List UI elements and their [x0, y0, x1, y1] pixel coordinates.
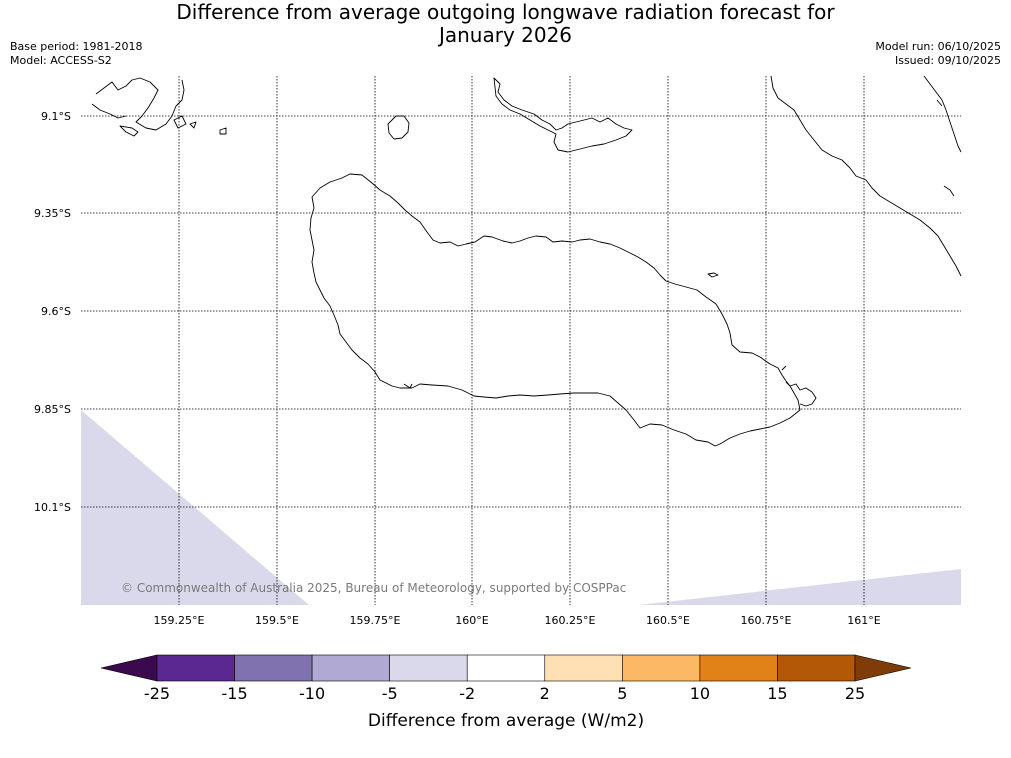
colorbar-under-arrow [100, 654, 158, 682]
coastline-malaita [770, 75, 962, 277]
model-run: Model run: 06/10/2025 [875, 40, 1001, 53]
map-title: Difference from average outgoing longwav… [0, 1, 1011, 47]
meta-right: Model run: 06/10/2025 Issued: 09/10/2025 [875, 40, 1001, 68]
colorbar-tick-label: -2 [459, 684, 475, 703]
colorbar-segment [389, 654, 468, 682]
lon-label-5: 160.25°E [545, 614, 596, 627]
longitude-labels: 159.25°E 159.5°E 159.75°E 160°E 160.25°E… [154, 614, 881, 627]
lon-label-7: 160.75°E [741, 614, 792, 627]
coastline-savo [387, 115, 410, 140]
lon-label-1: 159.25°E [154, 614, 205, 627]
map-area[interactable]: © Commonwealth of Australia 2025, Bureau… [81, 75, 962, 605]
colorbar-ticks: -25 -15 -10 -5 -2 2 5 10 15 25 [144, 684, 865, 703]
copyright-notice: © Commonwealth of Australia 2025, Bureau… [121, 581, 626, 595]
coastline-east-detail [781, 365, 817, 407]
colorbar-title: Difference from average (W/m2) [368, 711, 644, 731]
colorbar-segment [544, 654, 623, 682]
lon-label-8: 161°E [847, 614, 880, 627]
meta-left: Base period: 1981-2018 Model: ACCESS-S2 [10, 40, 142, 68]
issued-date: Issued: 09/10/2025 [894, 54, 1001, 67]
colorbar-tick-label: 5 [617, 684, 627, 703]
colorbar-tick-label: -25 [144, 684, 170, 703]
colorbar-tick-label: 15 [767, 684, 787, 703]
lon-label-3: 159.75°E [350, 614, 401, 627]
gridlines [81, 76, 961, 605]
title-line-1: Difference from average outgoing longwav… [176, 0, 835, 24]
colorbar-tick-label: 2 [540, 684, 550, 703]
coastlines [91, 75, 962, 447]
coastline-islet [707, 272, 719, 278]
colorbar-segment [466, 654, 546, 682]
model-name: Model: ACCESS-S2 [10, 54, 112, 67]
colorbar: -25 -15 -10 -5 -2 2 5 10 15 25 Difference from av… [100, 654, 912, 731]
lon-label-4: 160°E [455, 614, 488, 627]
title-line-2: January 2026 [438, 23, 573, 47]
lon-label-6: 160.5°E [646, 614, 690, 627]
anomaly-region-west [81, 410, 309, 605]
lat-label-1: 9.1°S [41, 110, 71, 123]
colorbar-segment [622, 654, 701, 682]
colorbar-segment [156, 654, 235, 682]
colorbar-over-arrow [854, 654, 912, 682]
lon-label-2: 159.5°E [255, 614, 299, 627]
coastline-guadalcanal [309, 173, 801, 447]
colorbar-segments [156, 654, 856, 682]
colorbar-tick-label: 10 [690, 684, 710, 703]
latitude-labels: 9.1°S 9.35°S 9.6°S 9.85°S 10.1°S [34, 110, 71, 514]
colorbar-tick-label: -15 [221, 684, 247, 703]
colorbar-tick-label: 25 [845, 684, 865, 703]
coastline-russell-islands [91, 77, 227, 137]
lat-label-3: 9.6°S [41, 305, 71, 318]
colorbar-tick-label: -10 [299, 684, 325, 703]
anomaly-region-east [638, 569, 961, 605]
lat-label-2: 9.35°S [34, 207, 71, 220]
lat-label-5: 10.1°S [34, 501, 71, 514]
colorbar-segment [234, 654, 313, 682]
colorbar-segment [311, 654, 390, 682]
coastline-nw-bay [403, 383, 413, 389]
colorbar-segment [699, 654, 778, 682]
colorbar-tick-label: -5 [382, 684, 398, 703]
lat-label-4: 9.85°S [34, 403, 71, 416]
colorbar-segment [777, 654, 856, 682]
coastline-florida-islands [493, 77, 633, 153]
base-period: Base period: 1981-2018 [10, 40, 143, 53]
